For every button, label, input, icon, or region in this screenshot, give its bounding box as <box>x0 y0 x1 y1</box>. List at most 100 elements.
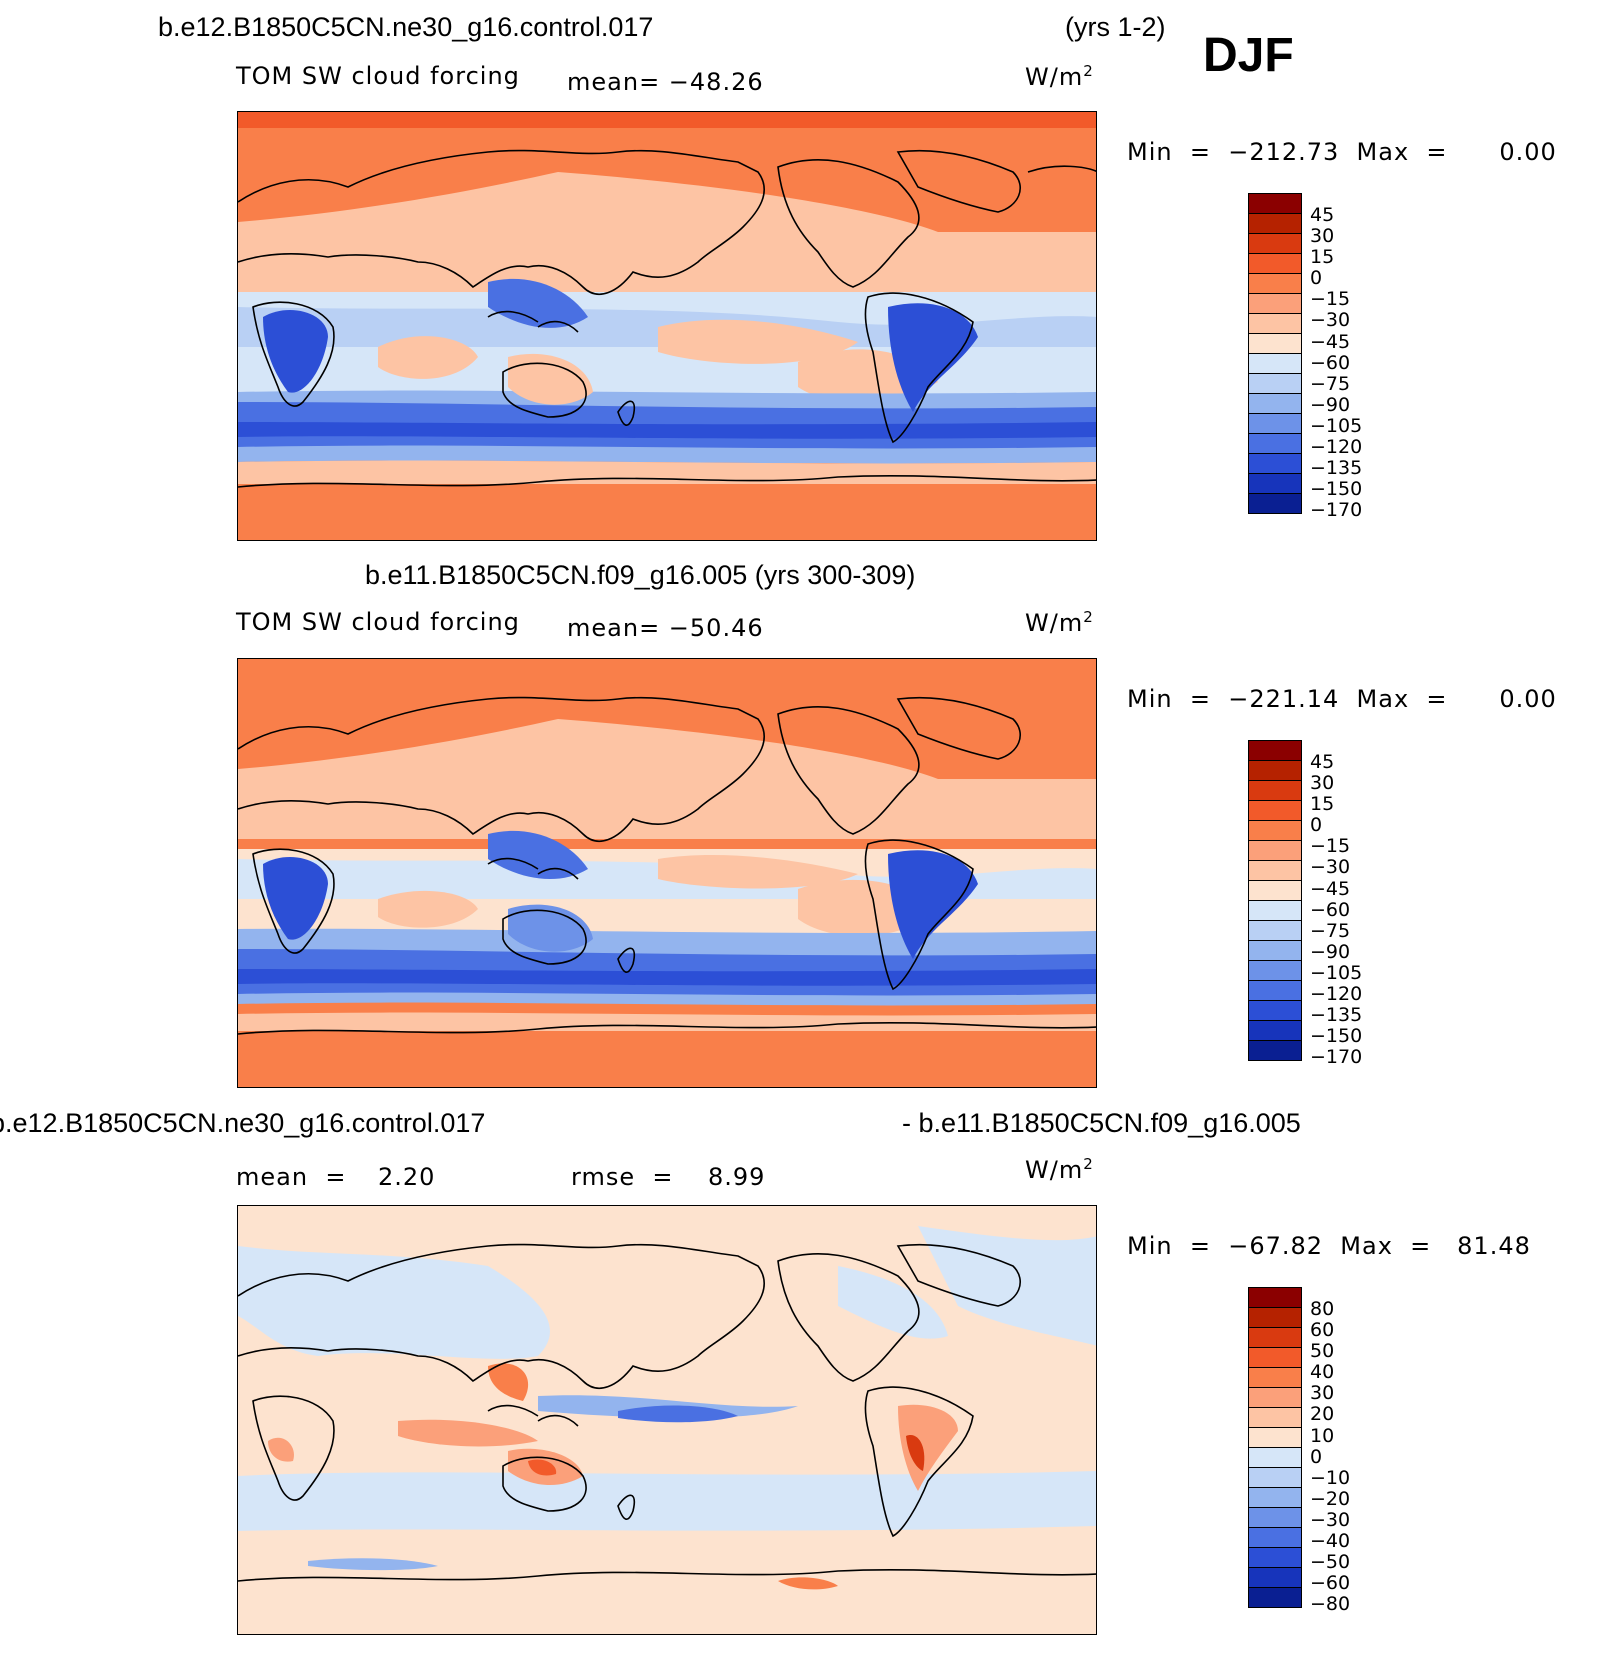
colorbar-level: −60 <box>1310 1572 1351 1595</box>
colorbar-level: −15 <box>1310 288 1351 311</box>
colorbar-level: −60 <box>1310 351 1351 374</box>
panel1-colorbar-swatch <box>1248 353 1302 374</box>
panel3-colorbar-swatch <box>1248 1447 1302 1468</box>
colorbar-level: −120 <box>1310 983 1363 1006</box>
panel2-colorbar-swatch <box>1248 760 1302 781</box>
panel3-colorbar-swatch <box>1248 1587 1302 1608</box>
panel3-rmse-value: 8.99 <box>708 1163 766 1191</box>
colorbar-level: −75 <box>1310 372 1351 395</box>
colorbar-level: −80 <box>1310 1593 1351 1616</box>
panel2-colorbar-swatch <box>1248 800 1302 821</box>
panel2-colorbar <box>1248 740 1302 1061</box>
panel2-title: b.e11.B1850C5CN.f09_g16.005 (yrs 300-309… <box>365 560 916 590</box>
colorbar-level: 15 <box>1310 246 1335 269</box>
panel1-map <box>237 111 1097 541</box>
colorbar-level: −50 <box>1310 1551 1351 1574</box>
panel1-colorbar-swatch <box>1248 193 1302 214</box>
panel3-colorbar <box>1248 1287 1302 1608</box>
panel1-colorbar-swatch <box>1248 293 1302 314</box>
colorbar-level: −30 <box>1310 309 1351 332</box>
panel1-colorbar-swatch <box>1248 393 1302 414</box>
panel1-mean: mean= −48.26 <box>567 68 764 96</box>
panel2-colorbar-swatch <box>1248 960 1302 981</box>
colorbar-level: −60 <box>1310 898 1351 921</box>
panel2-colorbar-swatch <box>1248 1020 1302 1041</box>
panel3-colorbar-swatch <box>1248 1467 1302 1488</box>
panel3-title-left: b.e12.B1850C5CN.ne30_g16.control.017 <box>0 1108 486 1138</box>
season-label: DJF <box>1203 29 1294 82</box>
panel1-colorbar-swatch <box>1248 493 1302 514</box>
panel3-title-right: - b.e11.B1850C5CN.f09_g16.005 <box>902 1108 1301 1138</box>
panel3-colorbar-swatch <box>1248 1367 1302 1388</box>
colorbar-level: 30 <box>1310 225 1335 248</box>
panel1-colorbar-swatch <box>1248 433 1302 454</box>
colorbar-level: −45 <box>1310 330 1351 353</box>
panel2-min-max: Min = −221.14 Max = 0.00 <box>1127 685 1557 713</box>
panel2-map-svg <box>238 659 1096 1087</box>
panel2-colorbar-swatch <box>1248 840 1302 861</box>
panel1-colorbar-swatch <box>1248 213 1302 234</box>
panel2-map <box>237 658 1097 1088</box>
panel3-map-svg <box>238 1206 1096 1634</box>
panel2-units: W/m2 <box>1025 608 1094 637</box>
colorbar-level: 80 <box>1310 1298 1335 1320</box>
colorbar-level: 40 <box>1310 1361 1335 1384</box>
colorbar-level: −170 <box>1310 499 1363 522</box>
panel2-colorbar-swatch <box>1248 780 1302 801</box>
panel3-map <box>237 1205 1097 1635</box>
panel2-colorbar-swatch <box>1248 1000 1302 1021</box>
panel2-field-name: TOM SW cloud forcing <box>236 608 520 636</box>
panel1-colorbar <box>1248 193 1302 514</box>
panel3-colorbar-swatch <box>1248 1567 1302 1588</box>
panel3-mean-value: 2.20 <box>378 1163 436 1191</box>
panel3-colorbar-swatch <box>1248 1387 1302 1408</box>
colorbar-level: 0 <box>1310 1445 1323 1468</box>
colorbar-level: −30 <box>1310 1508 1351 1531</box>
panel1-field-name: TOM SW cloud forcing <box>236 62 520 90</box>
panel1-colorbar-labels: 45 30 15 0 −15 −30 −45 −60 −75 −90 −105 … <box>1310 204 1363 522</box>
panel2-colorbar-swatch <box>1248 1040 1302 1061</box>
panel3-colorbar-swatch <box>1248 1407 1302 1428</box>
colorbar-level: 50 <box>1310 1340 1335 1363</box>
panel2-colorbar-swatch <box>1248 940 1302 961</box>
colorbar-level: 15 <box>1310 793 1335 816</box>
panel2-colorbar-swatch <box>1248 820 1302 841</box>
colorbar-level: 0 <box>1310 814 1323 837</box>
panel1-units: W/m2 <box>1025 62 1094 91</box>
panel1-colorbar-swatch <box>1248 233 1302 254</box>
colorbar-level: 45 <box>1310 751 1335 773</box>
colorbar-level: −90 <box>1310 393 1351 416</box>
panel2-mean: mean= −50.46 <box>567 614 764 642</box>
colorbar-level: −90 <box>1310 940 1351 963</box>
panel3-colorbar-swatch <box>1248 1347 1302 1368</box>
colorbar-level: −75 <box>1310 919 1351 942</box>
panel1-colorbar-swatch <box>1248 333 1302 354</box>
colorbar-level: −40 <box>1310 1530 1351 1553</box>
colorbar-level: 10 <box>1310 1424 1335 1447</box>
panel2-colorbar-swatch <box>1248 880 1302 901</box>
colorbar-level: −150 <box>1310 478 1363 501</box>
colorbar-level: 30 <box>1310 1382 1335 1405</box>
colorbar-level: −120 <box>1310 436 1363 459</box>
panel1-case-title: b.e12.B1850C5CN.ne30_g16.control.017 <box>158 12 654 42</box>
colorbar-level: 60 <box>1310 1319 1335 1342</box>
panel1-min-max: Min = −212.73 Max = 0.00 <box>1127 138 1557 166</box>
panel1-years: (yrs 1-2) <box>1065 12 1166 42</box>
colorbar-level: 45 <box>1310 204 1335 226</box>
colorbar-level: 20 <box>1310 1403 1335 1426</box>
panel3-colorbar-swatch <box>1248 1427 1302 1448</box>
colorbar-level: −105 <box>1310 414 1363 437</box>
panel3-colorbar-swatch <box>1248 1507 1302 1528</box>
panel3-min-max: Min = −67.82 Max = 81.48 <box>1127 1232 1531 1260</box>
panel3-colorbar-swatch <box>1248 1287 1302 1308</box>
colorbar-level: −20 <box>1310 1487 1351 1510</box>
panel1-colorbar-swatch <box>1248 313 1302 334</box>
panel2-colorbar-labels: 45 30 15 0 −15 −30 −45 −60 −75 −90 −105 … <box>1310 751 1363 1068</box>
panel3-colorbar-swatch <box>1248 1527 1302 1548</box>
colorbar-level: −10 <box>1310 1466 1351 1489</box>
colorbar-level: −150 <box>1310 1025 1363 1048</box>
colorbar-level: 30 <box>1310 772 1335 795</box>
panel1-colorbar-swatch <box>1248 413 1302 434</box>
panel3-units: W/m2 <box>1025 1155 1094 1184</box>
panel3-rmse-label: rmse = <box>571 1163 674 1191</box>
